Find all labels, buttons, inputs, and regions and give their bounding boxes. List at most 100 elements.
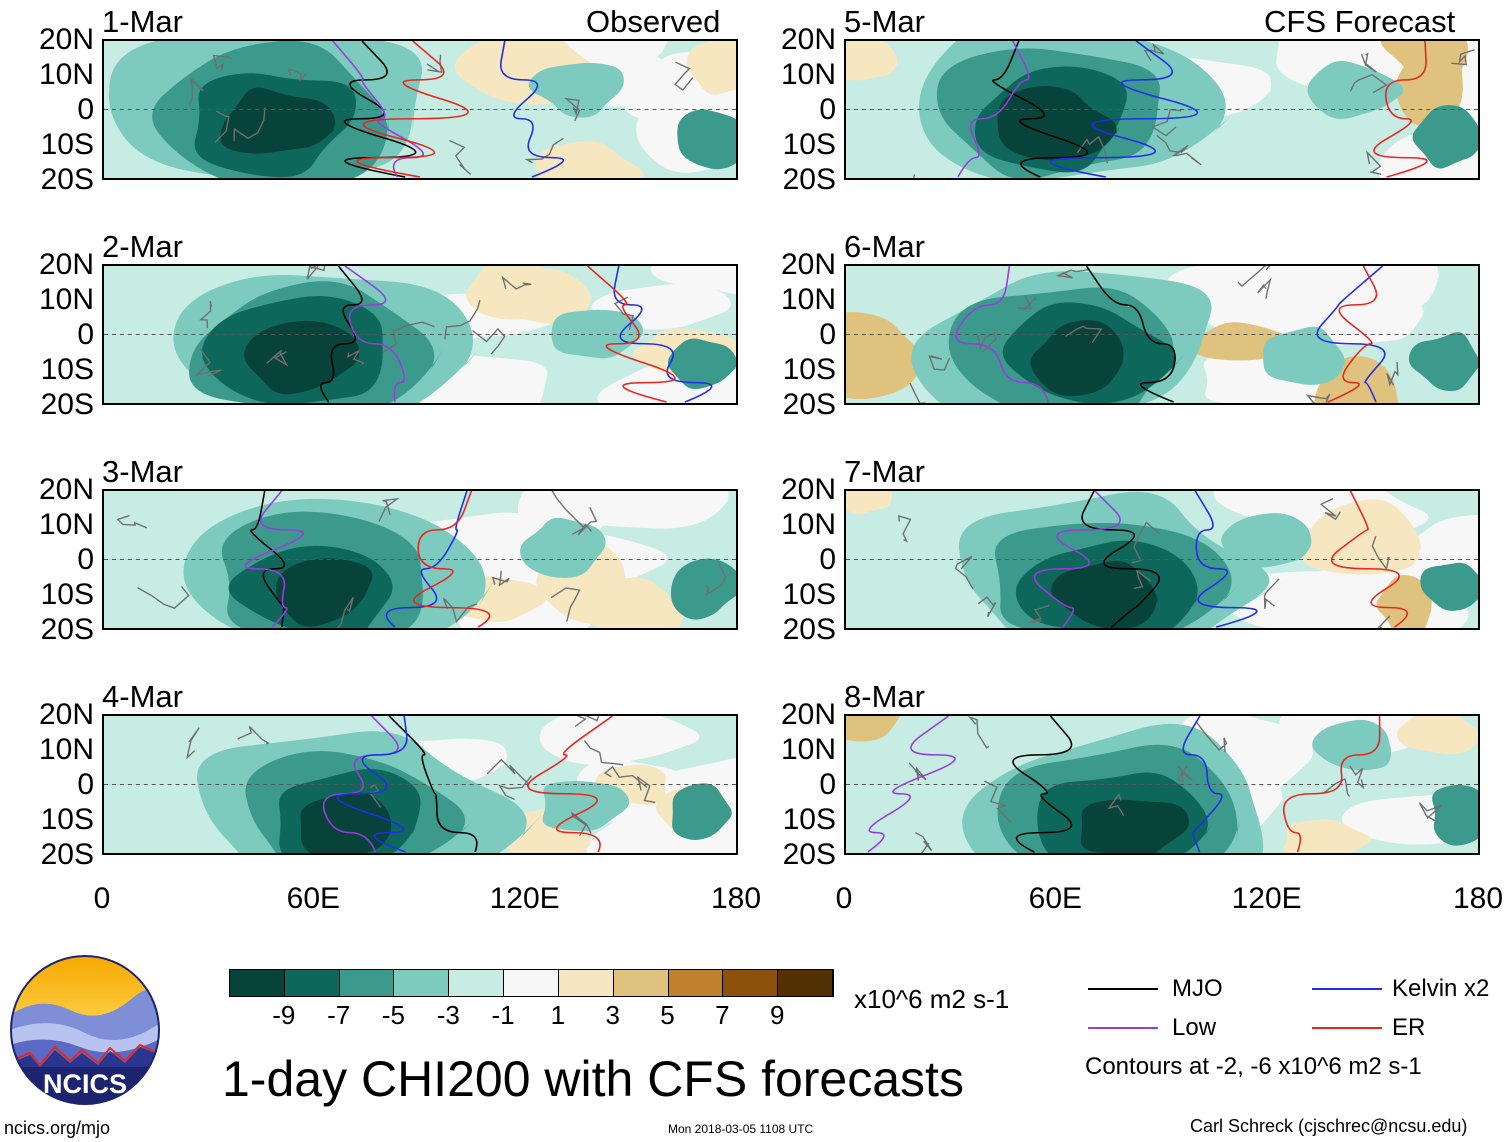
- lat-label: 0: [819, 93, 836, 126]
- lat-label: 20S: [782, 838, 836, 871]
- lat-label: 20N: [38, 248, 94, 281]
- lat-label: 10S: [782, 128, 836, 161]
- lat-label: 20N: [780, 473, 836, 506]
- lat-label: 10N: [38, 58, 94, 91]
- lat-label: 20S: [40, 163, 94, 196]
- lat-label: 10S: [40, 803, 94, 836]
- lon-label: 120E: [489, 882, 560, 915]
- colorbar-tick-label: -9: [272, 1000, 296, 1030]
- panel-date-label: 3-Mar: [102, 454, 183, 489]
- legend-line-kelvin: [1312, 988, 1382, 990]
- lat-label: 0: [819, 768, 836, 801]
- map-panel: [102, 489, 738, 630]
- lat-label: 20S: [40, 613, 94, 646]
- lat-label: 20S: [782, 613, 836, 646]
- panel-date-label: 7-Mar: [844, 454, 925, 489]
- lat-label: 20N: [780, 248, 836, 281]
- forecast-header: CFS Forecast: [1264, 4, 1456, 39]
- colorbar-swatch: [284, 970, 340, 996]
- map-panel: [102, 714, 738, 855]
- colorbar-swatch: [558, 970, 614, 996]
- colorbar-tick-label: 3: [605, 1000, 620, 1030]
- colorbar-swatch: [230, 970, 285, 996]
- contours-note: Contours at -2, -6 x10^6 m2 s-1: [1085, 1053, 1422, 1080]
- map-panel: [102, 264, 738, 405]
- lat-label: 20N: [780, 23, 836, 56]
- legend-line-mjo: [1088, 988, 1158, 990]
- lon-label: 60E: [286, 882, 341, 915]
- lon-label: 180: [1452, 882, 1504, 915]
- lat-label: 10N: [780, 508, 836, 541]
- colorbar-swatch: [339, 970, 395, 996]
- legend-label-mjo: MJO: [1172, 975, 1223, 1002]
- lat-label: 0: [77, 543, 94, 576]
- ncics-logo: NCICS: [10, 955, 160, 1105]
- map-panel: [844, 264, 1480, 405]
- colorbar-swatch: [668, 970, 724, 996]
- main-title: 1-day CHI200 with CFS forecasts: [222, 1051, 964, 1107]
- lon-label: 120E: [1231, 882, 1302, 915]
- colorbar-swatch: [394, 970, 450, 996]
- observed-header: Observed: [586, 4, 721, 39]
- colorbar-swatch: [778, 970, 833, 996]
- lat-label: 20N: [38, 698, 94, 731]
- lat-label: 0: [77, 768, 94, 801]
- lat-label: 10S: [40, 578, 94, 611]
- lat-label: 10S: [782, 353, 836, 386]
- colorbar-tick-label: -7: [327, 1000, 351, 1030]
- lon-label: 0: [835, 882, 853, 915]
- legend-label-er: ER: [1392, 1014, 1426, 1041]
- map-panel: [102, 39, 738, 180]
- lat-label: 20N: [38, 473, 94, 506]
- lat-label: 10S: [782, 578, 836, 611]
- lat-label: 20S: [40, 838, 94, 871]
- logo-text: NCICS: [43, 1069, 127, 1099]
- colorbar-tick-label: 5: [660, 1000, 675, 1030]
- lat-label: 20N: [780, 698, 836, 731]
- panel-date-label: 1-Mar: [102, 4, 183, 39]
- footer-url: ncics.org/mjo: [4, 1118, 111, 1138]
- colorbar-swatch: [504, 970, 559, 996]
- legend-line-er: [1312, 1027, 1382, 1029]
- footer-timestamp: Mon 2018-03-05 1108 UTC: [668, 1122, 814, 1136]
- colorbar-tick-label: 7: [715, 1000, 730, 1030]
- legend-line-low: [1088, 1027, 1158, 1029]
- colorbar-swatch: [613, 970, 669, 996]
- panel-date-label: 5-Mar: [844, 4, 925, 39]
- map-panel: [844, 489, 1480, 630]
- lon-label: 60E: [1028, 882, 1083, 915]
- lat-label: 20S: [40, 388, 94, 421]
- lat-label: 10N: [780, 58, 836, 91]
- map-panel: [844, 39, 1480, 180]
- colorbar-units: x10^6 m2 s-1: [854, 984, 1010, 1014]
- lat-label: 10N: [780, 733, 836, 766]
- panel-date-label: 4-Mar: [102, 679, 183, 714]
- lon-label: 180: [710, 882, 762, 915]
- colorbar-swatch: [723, 970, 779, 996]
- lat-label: 10N: [38, 283, 94, 316]
- lat-label: 10S: [40, 128, 94, 161]
- colorbar-tick-label: -3: [436, 1000, 460, 1030]
- lat-label: 10N: [38, 733, 94, 766]
- legend-label-kelvin: Kelvin x2: [1392, 975, 1490, 1002]
- footer-author: Carl Schreck (cjschrec@ncsu.edu): [1190, 1116, 1468, 1136]
- colorbar-swatch: [449, 970, 505, 996]
- colorbar: [229, 969, 834, 997]
- lat-label: 10N: [38, 508, 94, 541]
- lat-label: 0: [819, 318, 836, 351]
- lat-label: 10S: [782, 803, 836, 836]
- lat-label: 0: [819, 543, 836, 576]
- legend-label-low: Low: [1172, 1014, 1217, 1041]
- colorbar-tick-label: 1: [550, 1000, 566, 1030]
- lat-label: 10N: [780, 283, 836, 316]
- colorbar-tick-label: -1: [491, 1000, 515, 1030]
- colorbar-tick-label: 9: [769, 1000, 785, 1030]
- map-panel: [844, 714, 1480, 855]
- lat-label: 20S: [782, 388, 836, 421]
- lat-label: 20N: [38, 23, 94, 56]
- lat-label: 10S: [40, 353, 94, 386]
- lat-label: 0: [77, 318, 94, 351]
- panel-date-label: 8-Mar: [844, 679, 925, 714]
- lat-label: 20S: [782, 163, 836, 196]
- panel-date-label: 6-Mar: [844, 229, 925, 264]
